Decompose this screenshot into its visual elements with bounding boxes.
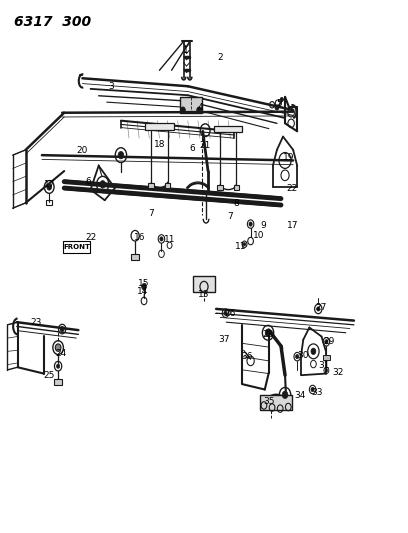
Text: 14: 14 <box>137 287 148 296</box>
Text: 36: 36 <box>241 352 252 361</box>
Text: 31: 31 <box>318 361 329 369</box>
Bar <box>131 254 139 260</box>
Bar <box>260 395 293 410</box>
Circle shape <box>224 311 227 316</box>
Bar <box>323 355 330 360</box>
Bar <box>180 97 202 113</box>
Text: 9: 9 <box>260 221 266 230</box>
Text: 37: 37 <box>219 335 230 344</box>
Text: 22: 22 <box>86 233 97 242</box>
Text: 18: 18 <box>154 140 165 149</box>
Circle shape <box>100 181 106 188</box>
Text: 27: 27 <box>316 303 327 312</box>
Text: 7: 7 <box>228 212 233 221</box>
Text: 3: 3 <box>108 82 114 91</box>
Text: 6: 6 <box>189 144 195 153</box>
Bar <box>214 126 242 132</box>
Circle shape <box>295 354 299 359</box>
Circle shape <box>325 340 328 344</box>
Text: 24: 24 <box>56 350 67 359</box>
Circle shape <box>243 243 246 246</box>
Circle shape <box>325 369 328 372</box>
Text: 28: 28 <box>262 330 274 339</box>
Bar <box>54 379 62 385</box>
Text: 33: 33 <box>311 388 322 397</box>
Text: 5: 5 <box>276 99 282 108</box>
Circle shape <box>47 184 52 190</box>
Text: 22: 22 <box>287 184 298 193</box>
Text: 8: 8 <box>233 199 239 208</box>
Text: 19: 19 <box>283 154 295 163</box>
Circle shape <box>160 237 163 241</box>
Circle shape <box>311 348 316 354</box>
Circle shape <box>280 98 284 102</box>
Text: 35: 35 <box>263 397 275 406</box>
Circle shape <box>249 222 252 226</box>
Circle shape <box>55 344 61 351</box>
Text: 10: 10 <box>253 231 264 240</box>
Bar <box>165 183 171 188</box>
Circle shape <box>197 107 202 114</box>
Bar <box>193 276 215 292</box>
Text: 11: 11 <box>235 243 246 252</box>
Circle shape <box>60 326 64 332</box>
Text: 25: 25 <box>44 370 55 379</box>
Circle shape <box>142 284 146 290</box>
Bar <box>234 185 239 190</box>
Text: 6: 6 <box>86 177 91 186</box>
Text: 29: 29 <box>323 337 335 346</box>
Text: 23: 23 <box>30 318 42 327</box>
Circle shape <box>311 387 314 392</box>
Circle shape <box>275 105 279 110</box>
Text: 1: 1 <box>183 46 188 55</box>
Circle shape <box>180 107 185 114</box>
Circle shape <box>118 151 124 159</box>
Text: 20: 20 <box>76 147 87 156</box>
Text: 17: 17 <box>287 221 299 230</box>
Text: 4: 4 <box>197 103 203 112</box>
Bar <box>149 183 154 188</box>
FancyBboxPatch shape <box>63 241 90 253</box>
Text: FRONT: FRONT <box>63 244 90 250</box>
Text: 7: 7 <box>149 209 154 218</box>
Text: 15: 15 <box>138 279 150 288</box>
Circle shape <box>265 329 271 336</box>
Circle shape <box>56 364 60 368</box>
Text: 13: 13 <box>198 289 210 298</box>
Text: 30: 30 <box>297 351 309 360</box>
Text: 2: 2 <box>217 53 223 62</box>
Text: 6317  300: 6317 300 <box>13 14 91 29</box>
Text: 11: 11 <box>164 236 175 245</box>
Bar <box>217 185 223 190</box>
Text: 16: 16 <box>134 233 146 242</box>
Text: 32: 32 <box>332 368 344 377</box>
Text: 21: 21 <box>199 141 211 150</box>
Bar <box>145 123 174 130</box>
Text: 26: 26 <box>225 309 236 318</box>
Bar <box>46 200 53 205</box>
Circle shape <box>317 307 320 311</box>
Circle shape <box>282 391 288 399</box>
Text: 17: 17 <box>44 180 55 189</box>
Text: 34: 34 <box>295 391 306 400</box>
